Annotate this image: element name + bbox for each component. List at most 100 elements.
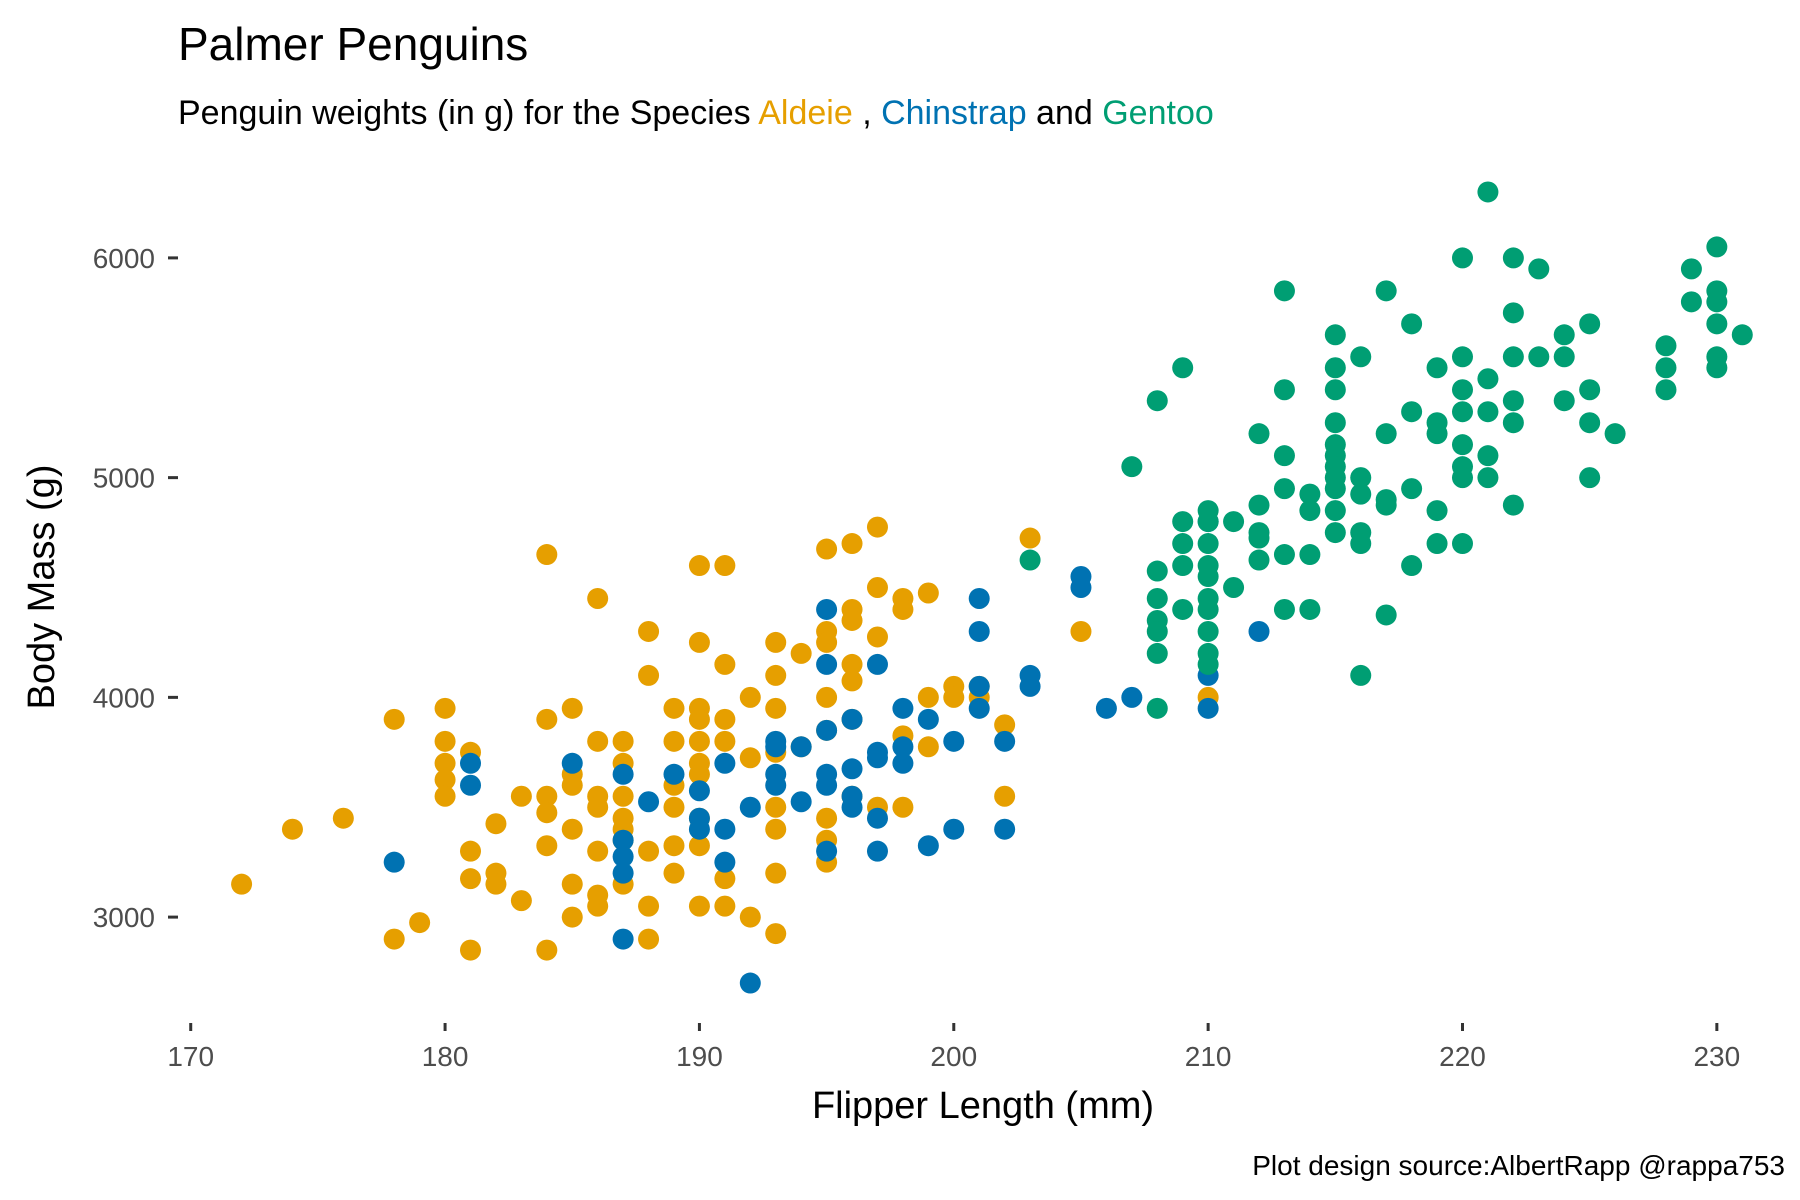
point-gentoo-112 — [1731, 324, 1753, 346]
point-gentoo-97 — [1579, 379, 1601, 401]
point-adelie-88 — [816, 631, 838, 653]
point-adelie-33 — [587, 730, 609, 752]
point-chinstrap-4 — [612, 763, 634, 785]
x-axis-title: Flipper Length (mm) — [812, 1085, 1154, 1127]
point-chinstrap-23 — [790, 736, 812, 758]
x-tick-label-220: 220 — [1439, 1041, 1486, 1072]
point-gentoo-53 — [1350, 467, 1372, 489]
point-gentoo-2 — [1146, 390, 1168, 412]
point-gentoo-59 — [1375, 423, 1397, 445]
point-gentoo-75 — [1451, 401, 1473, 423]
point-chinstrap-8 — [612, 928, 634, 950]
point-chinstrap-26 — [816, 653, 838, 675]
y-tick-label-3000: 3000 — [93, 902, 155, 933]
point-chinstrap-25 — [816, 598, 838, 620]
point-gentoo-84 — [1477, 467, 1499, 489]
point-gentoo-11 — [1172, 533, 1194, 555]
point-chinstrap-41 — [892, 736, 914, 758]
point-gentoo-72 — [1451, 247, 1473, 269]
point-gentoo-40 — [1299, 598, 1321, 620]
point-gentoo-8 — [1146, 697, 1168, 719]
point-adelie-12 — [460, 840, 482, 862]
point-gentoo-78 — [1451, 467, 1473, 489]
point-adelie-15 — [485, 813, 507, 835]
point-gentoo-30 — [1248, 549, 1270, 571]
point-chinstrap-2 — [460, 774, 482, 796]
point-adelie-84 — [790, 642, 812, 664]
point-adelie-54 — [663, 796, 685, 818]
chart-title: Palmer Penguins — [178, 18, 528, 70]
point-gentoo-56 — [1350, 533, 1372, 555]
point-adelie-117 — [994, 785, 1016, 807]
point-adelie-30 — [561, 873, 583, 895]
point-chinstrap-24 — [790, 791, 812, 813]
point-gentoo-96 — [1579, 313, 1601, 335]
point-adelie-9 — [434, 769, 456, 791]
x-axis: 170 180 190 200 210 220 230 — [167, 1023, 1740, 1072]
point-gentoo-13 — [1172, 598, 1194, 620]
point-gentoo-109 — [1706, 313, 1728, 335]
point-adelie-21 — [536, 708, 558, 730]
point-adelie-75 — [739, 906, 761, 928]
point-adelie-18 — [510, 785, 532, 807]
point-adelie-50 — [638, 928, 660, 950]
data-points — [231, 181, 1753, 994]
x-tick-label-170: 170 — [167, 1041, 214, 1072]
point-adelie-36 — [587, 840, 609, 862]
point-gentoo-27 — [1248, 494, 1270, 516]
point-gentoo-15 — [1197, 511, 1219, 533]
point-chinstrap-57 — [1095, 697, 1117, 719]
point-adelie-35 — [587, 796, 609, 818]
point-chinstrap-58 — [1121, 686, 1143, 708]
point-adelie-70 — [714, 730, 736, 752]
point-gentoo-33 — [1273, 445, 1295, 467]
point-gentoo-62 — [1375, 604, 1397, 626]
point-adelie-65 — [688, 835, 710, 857]
point-gentoo-29 — [1248, 527, 1270, 549]
point-gentoo-111 — [1706, 357, 1728, 379]
point-adelie-72 — [714, 895, 736, 917]
point-gentoo-85 — [1502, 247, 1524, 269]
point-gentoo-21 — [1197, 620, 1219, 642]
point-chinstrap-5 — [612, 829, 634, 851]
point-gentoo-52 — [1350, 346, 1372, 368]
point-adelie-108 — [892, 796, 914, 818]
point-gentoo-63 — [1401, 313, 1423, 335]
point-adelie-57 — [688, 555, 710, 577]
point-gentoo-82 — [1477, 401, 1499, 423]
point-adelie-102 — [866, 577, 888, 598]
point-adelie-5 — [409, 912, 431, 934]
point-gentoo-100 — [1604, 423, 1626, 445]
point-adelie-8 — [434, 752, 456, 774]
subtitle-species-adelie: Aldeie — [758, 94, 853, 132]
point-chinstrap-62 — [1248, 620, 1270, 642]
point-adelie-98 — [841, 670, 863, 692]
point-chinstrap-44 — [917, 835, 939, 857]
point-gentoo-1 — [1121, 456, 1143, 478]
point-adelie-111 — [917, 736, 939, 758]
point-gentoo-32 — [1273, 379, 1295, 401]
point-gentoo-7 — [1146, 642, 1168, 664]
point-gentoo-37 — [1299, 483, 1321, 505]
point-gentoo-88 — [1502, 390, 1524, 412]
point-gentoo-51 — [1324, 522, 1346, 544]
point-adelie-13 — [460, 868, 482, 890]
point-gentoo-90 — [1502, 494, 1524, 516]
series-gentoo — [1019, 181, 1753, 719]
point-adelie-91 — [816, 807, 838, 829]
point-gentoo-42 — [1324, 357, 1346, 379]
point-gentoo-70 — [1426, 500, 1448, 522]
point-gentoo-9 — [1172, 357, 1194, 379]
point-chinstrap-27 — [816, 719, 838, 741]
point-chinstrap-51 — [994, 730, 1016, 752]
point-adelie-55 — [663, 835, 685, 857]
series-chinstrap — [383, 511, 1270, 994]
point-gentoo-34 — [1273, 478, 1295, 500]
point-chinstrap-7 — [612, 862, 634, 884]
point-gentoo-79 — [1451, 533, 1473, 555]
point-gentoo-73 — [1451, 346, 1473, 368]
point-gentoo-93 — [1553, 324, 1575, 346]
point-adelie-7 — [434, 730, 456, 752]
point-adelie-109 — [917, 582, 939, 604]
point-adelie-60 — [688, 708, 710, 730]
